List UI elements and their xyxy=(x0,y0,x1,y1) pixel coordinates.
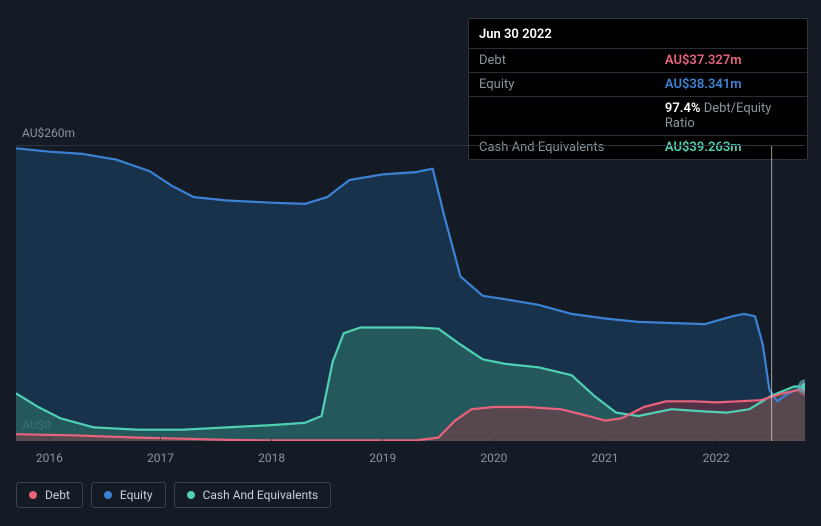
x-axis-tick: 2016 xyxy=(36,451,63,465)
x-axis-tick: 2020 xyxy=(480,451,507,465)
legend-dot-icon xyxy=(187,491,195,499)
legend-label: Cash And Equivalents xyxy=(203,488,319,502)
hover-tooltip: Jun 30 2022 Debt AU$37.327m Equity AU$38… xyxy=(468,18,808,160)
tooltip-ratio: 97.4% Debt/Equity Ratio xyxy=(655,97,807,136)
tooltip-row-value: AU$37.327m xyxy=(655,49,807,73)
x-axis-tick: 2017 xyxy=(147,451,174,465)
legend-item[interactable]: Cash And Equivalents xyxy=(174,482,332,508)
tooltip-date: Jun 30 2022 xyxy=(469,19,807,48)
legend-label: Debt xyxy=(45,488,70,502)
x-axis-tick: 2018 xyxy=(258,451,285,465)
chart-svg xyxy=(16,146,805,441)
legend-dot-icon xyxy=(29,491,37,499)
tooltip-row-label: Debt xyxy=(469,49,655,73)
tooltip-table: Debt AU$37.327m Equity AU$38.341m 97.4% … xyxy=(469,48,807,159)
legend-dot-icon xyxy=(104,491,112,499)
tooltip-row-label xyxy=(469,97,655,136)
chart-plot-area[interactable] xyxy=(16,145,805,440)
tooltip-row-label: Equity xyxy=(469,73,655,97)
legend: Debt Equity Cash And Equivalents xyxy=(16,482,331,508)
chart-container: Jun 30 2022 Debt AU$37.327m Equity AU$38… xyxy=(0,0,821,526)
x-axis-tick: 2021 xyxy=(591,451,618,465)
tooltip-row-value: AU$38.341m xyxy=(655,73,807,97)
x-axis: 2016 2017 2018 2019 2020 2021 2022 xyxy=(16,445,805,465)
x-axis-tick: 2022 xyxy=(703,451,730,465)
x-axis-tick: 2019 xyxy=(369,451,396,465)
legend-label: Equity xyxy=(120,488,153,502)
legend-item[interactable]: Debt xyxy=(16,482,83,508)
y-axis-max-label: AU$260m xyxy=(22,126,75,140)
legend-item[interactable]: Equity xyxy=(91,482,166,508)
